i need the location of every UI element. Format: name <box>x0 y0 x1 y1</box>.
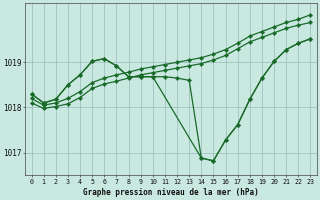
X-axis label: Graphe pression niveau de la mer (hPa): Graphe pression niveau de la mer (hPa) <box>83 188 259 197</box>
